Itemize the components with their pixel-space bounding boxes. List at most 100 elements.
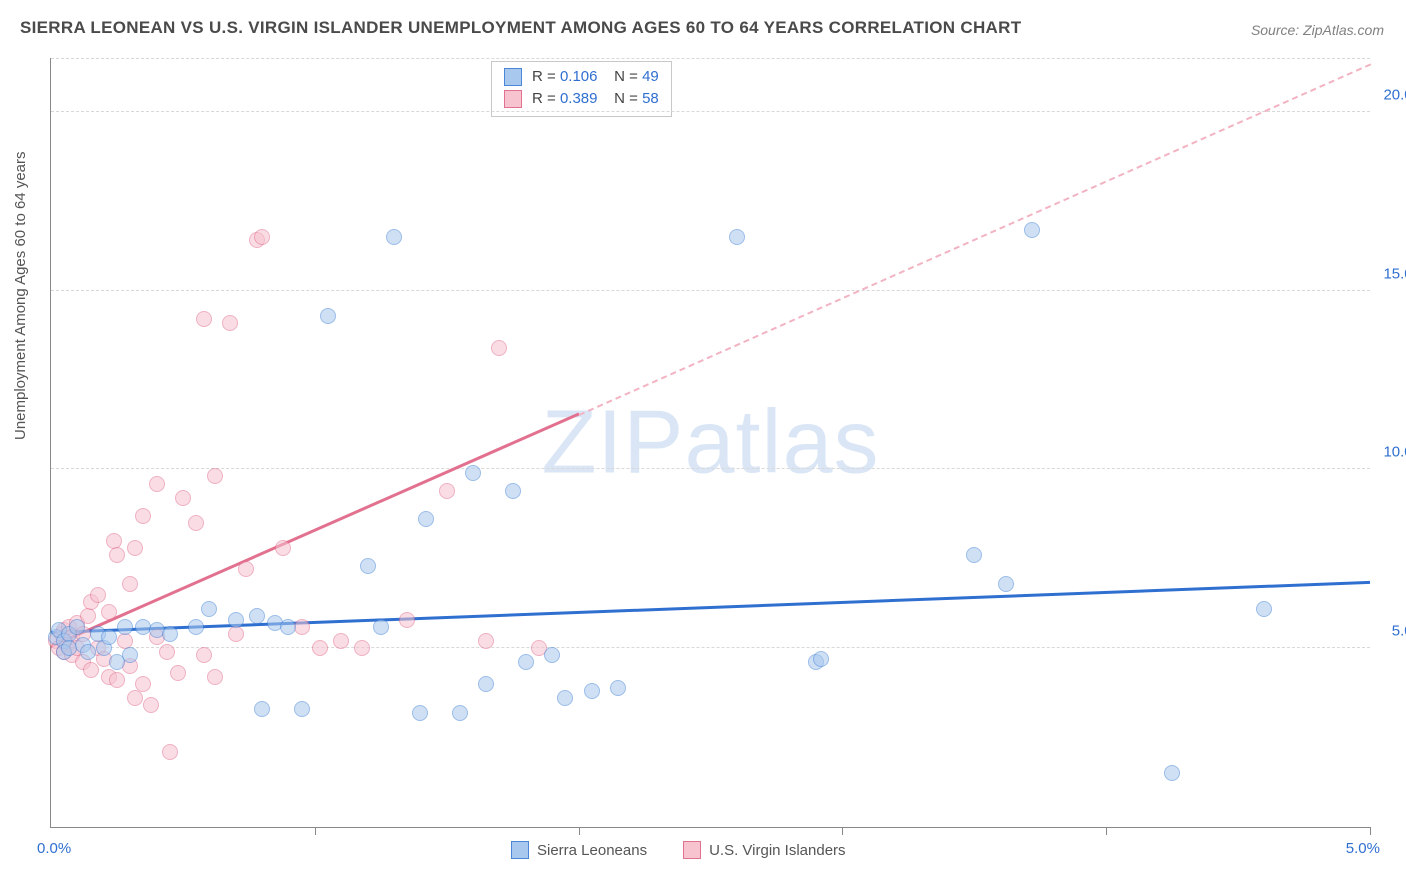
data-point [1164,765,1180,781]
y-tick-label: 5.0% [1392,623,1406,640]
watermark-bold: ZIP [541,392,684,492]
data-point [544,647,560,663]
data-point [584,683,600,699]
data-point [122,647,138,663]
source-label: Source: ZipAtlas.com [1251,22,1384,38]
data-point [399,612,415,628]
data-point [439,483,455,499]
data-point [412,705,428,721]
n-number: 49 [642,68,659,85]
data-point [90,587,106,603]
data-point [196,647,212,663]
y-tick-label: 10.0% [1383,444,1406,461]
legend-row-series-b: R = 0.389 N = 58 [504,88,659,110]
x-tick [579,827,580,835]
x-tick [842,827,843,835]
data-point [222,315,238,331]
data-point [101,629,117,645]
data-point [418,511,434,527]
data-point [275,540,291,556]
data-point [109,672,125,688]
r-value-series-b: R = 0.389 N = 58 [532,88,659,110]
data-point [149,476,165,492]
data-point [122,576,138,592]
data-point [312,640,328,656]
swatch-series-a [504,68,522,86]
legend-row-series-a: R = 0.106 N = 49 [504,66,659,88]
n-label: N = [614,68,642,85]
data-point [80,644,96,660]
data-point [1256,601,1272,617]
data-point [998,576,1014,592]
n-number: 58 [642,90,659,107]
data-point [813,651,829,667]
data-point [228,612,244,628]
gridline-top [51,58,1370,59]
data-point [188,619,204,635]
r-label: R = [532,68,560,85]
y-tick-label: 15.0% [1383,265,1406,282]
r-number: 0.389 [560,90,598,107]
data-point [610,680,626,696]
series-a-label: Sierra Leoneans [537,842,647,859]
gridline-h [51,111,1370,112]
data-point [478,633,494,649]
y-tick-label: 20.0% [1383,86,1406,103]
data-point [354,640,370,656]
data-point [175,490,191,506]
legend-item-series-b: U.S. Virgin Islanders [683,841,845,859]
r-number: 0.106 [560,68,598,85]
data-point [320,308,336,324]
watermark-thin: atlas [684,392,879,492]
data-point [117,619,133,635]
data-point [491,340,507,356]
data-point [966,547,982,563]
data-point [69,619,85,635]
data-point [505,483,521,499]
series-legend: Sierra Leoneans U.S. Virgin Islanders [511,841,846,859]
data-point [729,229,745,245]
data-point [162,744,178,760]
gridline-h [51,647,1370,648]
trendline [50,413,579,648]
y-axis-label: Unemployment Among Ages 60 to 64 years [12,151,29,440]
data-point [238,561,254,577]
x-axis-end-label: 5.0% [1346,840,1380,857]
data-point [162,626,178,642]
data-point [201,601,217,617]
data-point [518,654,534,670]
data-point [135,676,151,692]
data-point [333,633,349,649]
data-point [254,701,270,717]
trendline [51,581,1370,634]
data-point [386,229,402,245]
r-value-series-a: R = 0.106 N = 49 [532,66,659,88]
data-point [101,604,117,620]
data-point [143,697,159,713]
data-point [207,468,223,484]
data-point [465,465,481,481]
gridline-h [51,468,1370,469]
legend-item-series-a: Sierra Leoneans [511,841,647,859]
data-point [159,644,175,660]
data-point [373,619,389,635]
data-point [1024,222,1040,238]
data-point [294,701,310,717]
data-point [135,508,151,524]
swatch-series-b [683,841,701,859]
n-label: N = [614,90,642,107]
swatch-series-a [511,841,529,859]
data-point [207,669,223,685]
watermark: ZIPatlas [541,391,879,494]
data-point [360,558,376,574]
data-point [557,690,573,706]
chart-title: SIERRA LEONEAN VS U.S. VIRGIN ISLANDER U… [20,18,1021,38]
trendline [578,63,1370,415]
data-point [249,608,265,624]
data-point [83,662,99,678]
data-point [109,547,125,563]
x-axis-start-label: 0.0% [37,840,71,857]
data-point [170,665,186,681]
data-point [188,515,204,531]
data-point [228,626,244,642]
